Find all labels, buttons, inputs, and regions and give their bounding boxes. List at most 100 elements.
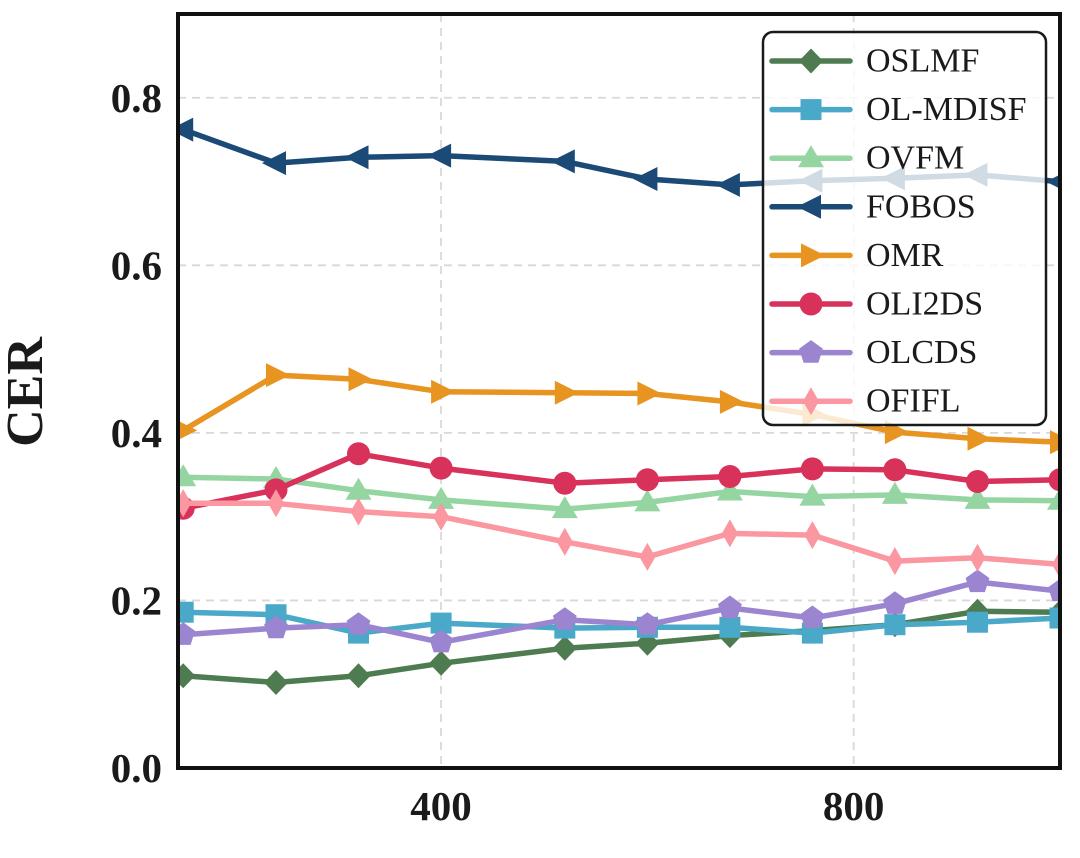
legend-marker-circle-OLI2DS bbox=[799, 292, 823, 316]
legend-item-OL-MDISF: OL-MDISF bbox=[769, 91, 1027, 128]
marker-triangle-up-OVFM bbox=[345, 477, 372, 500]
marker-circle-OLI2DS bbox=[883, 458, 907, 482]
marker-triangle-right-OMR bbox=[967, 426, 992, 451]
marker-triangle-right-OMR bbox=[719, 389, 744, 414]
marker-pentagon-OLCDS bbox=[429, 629, 453, 653]
marker-pentagon-OLCDS bbox=[718, 595, 742, 619]
legend-label-OFIFL: OFIFL bbox=[866, 383, 960, 420]
series-line-OLI2DS bbox=[180, 451, 1062, 512]
legend-item-OLCDS: OLCDS bbox=[769, 334, 977, 371]
series-line-OFIFL bbox=[180, 500, 1062, 568]
marker-diamond-OSLMF bbox=[429, 650, 454, 676]
y-tick-label-0.2: 0.2 bbox=[111, 577, 162, 623]
marker-pentagon-OLCDS bbox=[346, 612, 371, 635]
legend: OSLMF OL-MDISF OVFM FOBOS OMR OLI2DS OLCDS OFIF… bbox=[761, 30, 1048, 427]
legend-label-OMR: OMR bbox=[866, 237, 944, 274]
series-OFIFL bbox=[176, 489, 1062, 579]
legend-marker-triangle-up-OVFM bbox=[798, 145, 824, 168]
legend-label-OL-MDISF: OL-MDISF bbox=[866, 91, 1027, 128]
legend-item-OSLMF: OSLMF bbox=[769, 43, 979, 80]
series-OSLMF bbox=[176, 598, 1062, 695]
legend-item-OMR: OMR bbox=[769, 237, 944, 274]
marker-thin-diamond-OFIFL bbox=[350, 497, 367, 526]
marker-triangle-up-OVFM bbox=[428, 486, 455, 509]
marker-thin-diamond-OFIFL bbox=[556, 527, 573, 556]
marker-thin-diamond-OFIFL bbox=[886, 547, 903, 576]
legend-label-FOBOS: FOBOS bbox=[866, 188, 976, 225]
marker-circle-OLI2DS bbox=[966, 470, 989, 493]
marker-triangle-up-OVFM bbox=[634, 489, 661, 512]
marker-pentagon-OLCDS bbox=[883, 591, 907, 614]
series-OLI2DS bbox=[176, 442, 1062, 520]
marker-triangle-left-FOBOS bbox=[715, 172, 740, 197]
x-tick-label-400: 400 bbox=[410, 783, 472, 829]
y-tick-label-0.8: 0.8 bbox=[111, 75, 162, 121]
marker-triangle-right-OMR bbox=[348, 367, 373, 392]
legend-marker-triangle-right-OMR bbox=[801, 243, 825, 268]
marker-triangle-left-FOBOS bbox=[176, 117, 194, 142]
legend-label-OLI2DS: OLI2DS bbox=[866, 286, 983, 323]
marker-triangle-right-OMR bbox=[637, 381, 662, 406]
marker-square-OL-MDISF bbox=[176, 601, 194, 623]
marker-circle-OLI2DS bbox=[718, 465, 742, 488]
legend-item-OVFM: OVFM bbox=[769, 140, 964, 177]
legend-label-OVFM: OVFM bbox=[866, 140, 964, 177]
marker-pentagon-OLCDS bbox=[965, 569, 990, 593]
legend-box bbox=[761, 30, 1048, 427]
legend-label-OLCDS: OLCDS bbox=[866, 334, 977, 371]
y-tick-label-0.4: 0.4 bbox=[111, 410, 162, 456]
marker-pentagon-OLCDS bbox=[552, 607, 577, 630]
legend-marker-diamond-OSLMF bbox=[799, 48, 823, 74]
marker-triangle-up-OVFM bbox=[964, 486, 991, 509]
marker-circle-OLI2DS bbox=[347, 442, 370, 466]
marker-thin-diamond-OFIFL bbox=[639, 542, 656, 571]
axes-frame bbox=[176, 12, 1062, 770]
marker-thin-diamond-OFIFL bbox=[969, 543, 986, 572]
marker-diamond-OSLMF bbox=[346, 663, 371, 689]
marker-diamond-OSLMF bbox=[264, 670, 288, 695]
marker-square-OL-MDISF bbox=[430, 612, 452, 634]
legend-marker-pentagon-OLCDS bbox=[799, 340, 823, 363]
marker-triangle-up-OVFM bbox=[799, 483, 826, 506]
legend-label-OSLMF: OSLMF bbox=[866, 43, 979, 80]
marker-triangle-left-FOBOS bbox=[262, 151, 286, 176]
marker-triangle-up-OVFM bbox=[551, 496, 578, 519]
marker-thin-diamond-OFIFL bbox=[268, 489, 284, 518]
marker-diamond-OSLMF bbox=[552, 635, 577, 661]
marker-pentagon-OLCDS bbox=[264, 615, 288, 639]
y-tick-label-0.0: 0.0 bbox=[111, 745, 162, 791]
marker-triangle-left-FOBOS bbox=[550, 149, 575, 174]
marker-triangle-left-FOBOS bbox=[344, 145, 369, 170]
marker-circle-OLI2DS bbox=[553, 471, 577, 495]
marker-pentagon-OLCDS bbox=[176, 622, 196, 645]
y-tick-label-0.6: 0.6 bbox=[111, 242, 162, 288]
marker-triangle-right-OMR bbox=[266, 363, 290, 388]
marker-triangle-up-OVFM bbox=[881, 481, 908, 504]
marker-triangle-up-OVFM bbox=[716, 478, 743, 501]
marker-triangle-right-OMR bbox=[176, 419, 198, 441]
marker-pentagon-OLCDS bbox=[635, 612, 660, 635]
marker-thin-diamond-OFIFL bbox=[804, 521, 821, 550]
marker-square-OL-MDISF bbox=[967, 611, 988, 633]
marker-square-OL-MDISF bbox=[719, 616, 741, 638]
marker-triangle-up-OVFM bbox=[176, 464, 197, 487]
y-axis-label: CER bbox=[0, 336, 54, 447]
legend-marker-triangle-left-FOBOS bbox=[797, 194, 821, 219]
series-OVFM bbox=[176, 464, 1062, 519]
legend-marker-square-OL-MDISF bbox=[800, 99, 822, 121]
legend-marker-thin-diamond-OFIFL bbox=[803, 387, 819, 416]
legend-item-FOBOS: FOBOS bbox=[769, 188, 976, 225]
legend-item-OFIFL: OFIFL bbox=[769, 383, 960, 420]
marker-pentagon-OLCDS bbox=[800, 605, 825, 629]
marker-circle-OLI2DS bbox=[635, 468, 659, 492]
marker-circle-OLI2DS bbox=[429, 456, 453, 480]
marker-triangle-left-FOBOS bbox=[633, 167, 658, 191]
marker-triangle-left-FOBOS bbox=[427, 143, 452, 168]
marker-square-OL-MDISF bbox=[884, 614, 906, 636]
marker-circle-OLI2DS bbox=[800, 457, 824, 481]
x-tick-label-800: 800 bbox=[823, 783, 885, 829]
series-line-OLCDS bbox=[180, 579, 1062, 646]
marker-triangle-right-OMR bbox=[554, 380, 579, 405]
